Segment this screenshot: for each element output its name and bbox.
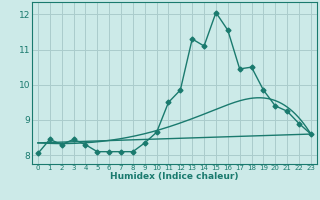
X-axis label: Humidex (Indice chaleur): Humidex (Indice chaleur) xyxy=(110,172,239,181)
